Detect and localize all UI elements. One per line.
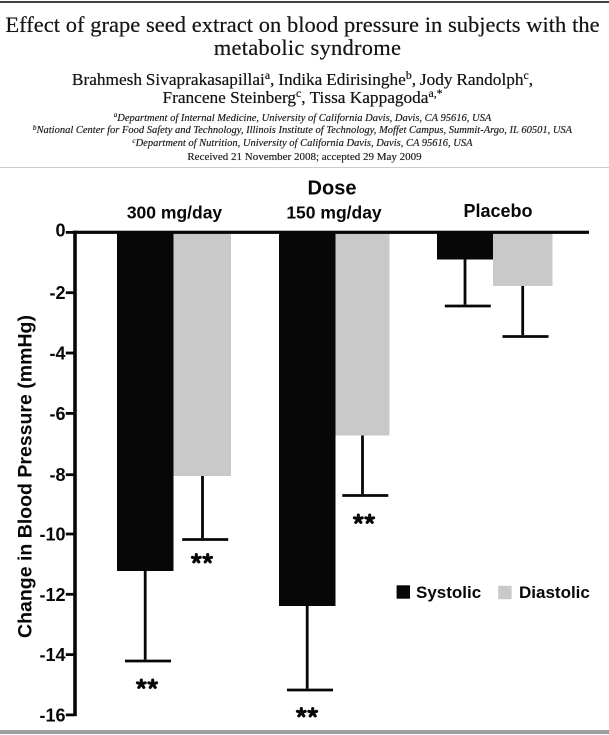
svg-text:Placebo: Placebo	[463, 201, 532, 221]
svg-text:-16: -16	[39, 705, 65, 725]
svg-text:-4: -4	[49, 344, 65, 364]
svg-text:-14: -14	[39, 645, 65, 665]
svg-text:Dose: Dose	[308, 178, 357, 200]
svg-text:-2: -2	[49, 283, 65, 303]
svg-text:-8: -8	[49, 465, 65, 485]
svg-text:-6: -6	[49, 404, 65, 424]
svg-text:Diastolic: Diastolic	[519, 583, 590, 602]
svg-text:-12: -12	[39, 585, 65, 605]
svg-text:0: 0	[55, 221, 65, 241]
svg-text:Change in Blood Pressure (mmHg: Change in Blood Pressure (mmHg)	[15, 315, 37, 638]
svg-text:-10: -10	[39, 525, 65, 545]
svg-text:150 mg/day: 150 mg/day	[286, 202, 382, 222]
svg-text:300 mg/day: 300 mg/day	[127, 202, 223, 222]
svg-text:Systolic: Systolic	[416, 583, 481, 602]
